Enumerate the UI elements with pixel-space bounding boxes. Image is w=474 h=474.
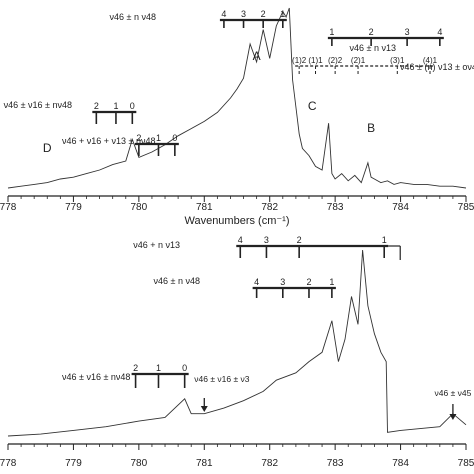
progression-number: 2: [297, 235, 302, 245]
x-tick-label: 780: [131, 458, 148, 469]
progression-number: 4: [437, 27, 442, 37]
x-tick-label: 784: [392, 458, 409, 469]
progression-number: (2)1: [351, 56, 366, 65]
progression-number: 1: [329, 27, 334, 37]
bottom-spectrum-panel: 778 779 780 781 782 783 784 785 4 3 2 1 ν46 + n ν13 4…: [0, 235, 474, 469]
progression-number: 0: [130, 101, 135, 111]
progression-label: ν46 + n ν13: [133, 240, 180, 250]
progression-number: 4: [254, 277, 259, 287]
x-tick-label: 785: [458, 458, 474, 469]
progression-number: (1)2: [292, 56, 307, 65]
progression-number: 3: [405, 27, 410, 37]
annotation-label: ν46 ± ν45: [435, 388, 472, 398]
progression-number: 2: [369, 27, 374, 37]
progression-number: 1: [382, 235, 387, 245]
progression-number: 2: [306, 277, 311, 287]
x-tick-label: 778: [0, 458, 17, 469]
progression-number: 2: [261, 9, 266, 19]
progression-number: (2)2: [328, 56, 343, 65]
progression-label: ν46 ± ν16 ± nν48: [4, 100, 72, 110]
annotation-arrow-head: [449, 414, 457, 420]
progression-number: 3: [280, 277, 285, 287]
progression-number: 1: [280, 9, 285, 19]
progression-number: 1: [329, 277, 334, 287]
progression-label: ν46 ± n ν13: [350, 43, 396, 53]
x-tick-label: 780: [131, 202, 148, 213]
progression-number: 4: [221, 9, 226, 19]
progression-number: 1: [156, 133, 161, 143]
progression-number: 4: [238, 235, 243, 245]
x-tick-label: 783: [327, 202, 344, 213]
progression-number: 0: [182, 363, 187, 373]
x-tick-label: 785: [458, 202, 474, 213]
x-tick-label: 778: [0, 202, 17, 213]
progression-label: ν46 ± (n) ν13 ± oν48: [400, 62, 474, 72]
progression-label: ν46 ± n ν48: [110, 12, 156, 22]
x-axis-label: Wavenumbers (cm⁻¹): [184, 215, 289, 227]
band-label-d: D: [43, 141, 52, 155]
progression-number: 3: [264, 235, 269, 245]
band-label-b: B: [367, 121, 375, 135]
progression-number: 1: [113, 101, 118, 111]
progression-number: 2: [133, 363, 138, 373]
x-tick-label: 783: [327, 458, 344, 469]
band-label-a: A: [253, 49, 261, 63]
progression-number: 2: [136, 133, 141, 143]
progression-label: ν46 ± n ν48: [154, 276, 200, 286]
spectrum-trace: [7, 7, 467, 189]
x-tick-label: 781: [196, 458, 213, 469]
annotation-arrow-head: [200, 406, 208, 412]
x-tick-label: 782: [261, 202, 278, 213]
progression-number: 2: [94, 101, 99, 111]
progression-label: ν46 ± ν16 ± nν48: [62, 372, 130, 382]
x-tick-label: 784: [392, 202, 409, 213]
x-tick-label: 779: [65, 202, 82, 213]
x-tick-label: 782: [261, 458, 278, 469]
band-label-c: C: [308, 99, 317, 113]
progression-number: 0: [172, 133, 177, 143]
progression-label: ν46 + ν16 + ν13 ± nν48: [62, 136, 156, 146]
progression-number: 1: [156, 363, 161, 373]
progression-number: (3)1: [390, 56, 405, 65]
x-tick-label: 781: [196, 202, 213, 213]
annotation-label: ν46 ± ν16 ± ν3: [194, 374, 249, 384]
progression-number: (1)1: [308, 56, 323, 65]
progression-number: (4)1: [423, 56, 438, 65]
progression-number: 3: [241, 9, 246, 19]
top-spectrum-panel: 778 779 780 781 782 783 784 785 Wavenumbers (cm⁻…: [0, 7, 474, 227]
x-tick-label: 779: [65, 458, 82, 469]
spectrum-trace: [7, 249, 467, 437]
